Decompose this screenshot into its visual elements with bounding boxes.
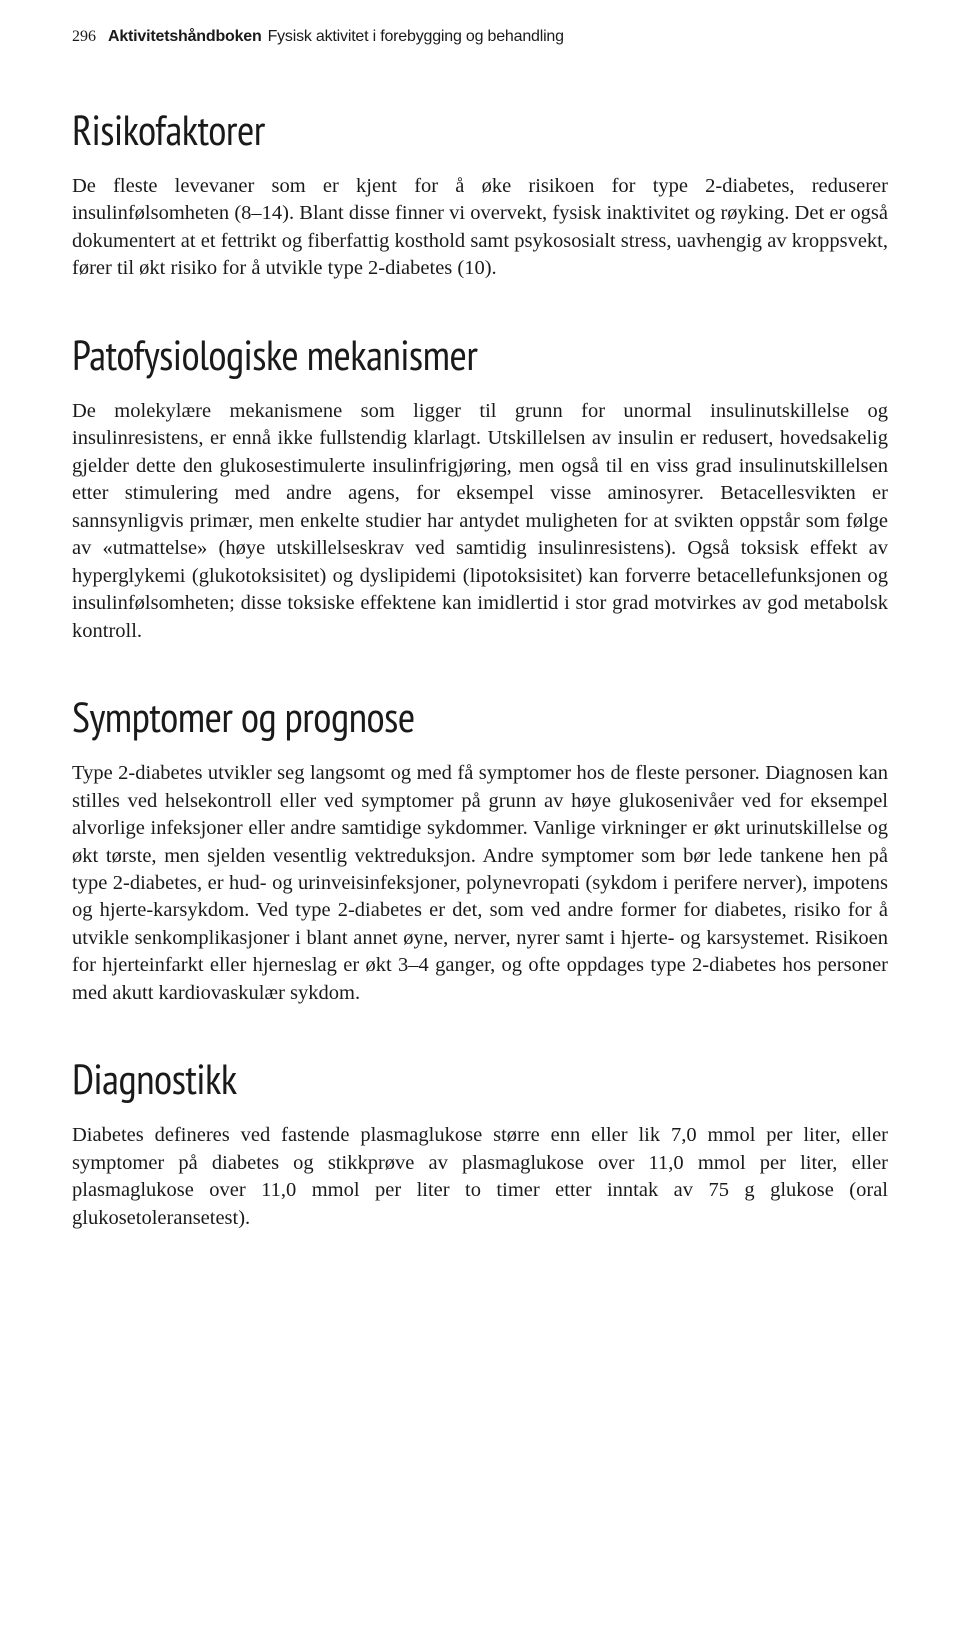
section-body: Type 2-diabetes utvikler seg langsomt og… xyxy=(72,760,888,1007)
running-header: 296 Aktivitetshåndboken Fysisk aktivitet… xyxy=(72,28,888,46)
section-heading: Symptomer og prognose xyxy=(72,689,888,744)
section-body: Diabetes defineres ved fastende plasmagl… xyxy=(72,1122,888,1232)
section-heading: Patofysiologiske mekanismer xyxy=(72,327,888,382)
section-body: De fleste levevaner som er kjent for å ø… xyxy=(72,173,888,283)
section-heading: Diagnostikk xyxy=(72,1051,888,1106)
page: 296 Aktivitetshåndboken Fysisk aktivitet… xyxy=(0,0,960,1272)
section-body: De molekylære mekanismene som ligger til… xyxy=(72,398,888,645)
section-diagnostikk: Diagnostikk Diabetes defineres ved faste… xyxy=(72,1051,888,1232)
section-heading: Risikofaktorer xyxy=(72,102,888,157)
header-title-light: Fysisk aktivitet i forebygging og behand… xyxy=(268,28,564,46)
section-patofysiologiske: Patofysiologiske mekanismer De molekylær… xyxy=(72,327,888,645)
page-number: 296 xyxy=(72,28,96,46)
section-risikofaktorer: Risikofaktorer De fleste levevaner som e… xyxy=(72,102,888,283)
section-symptomer: Symptomer og prognose Type 2-diabetes ut… xyxy=(72,689,888,1007)
header-title-bold: Aktivitetshåndboken xyxy=(108,28,262,46)
